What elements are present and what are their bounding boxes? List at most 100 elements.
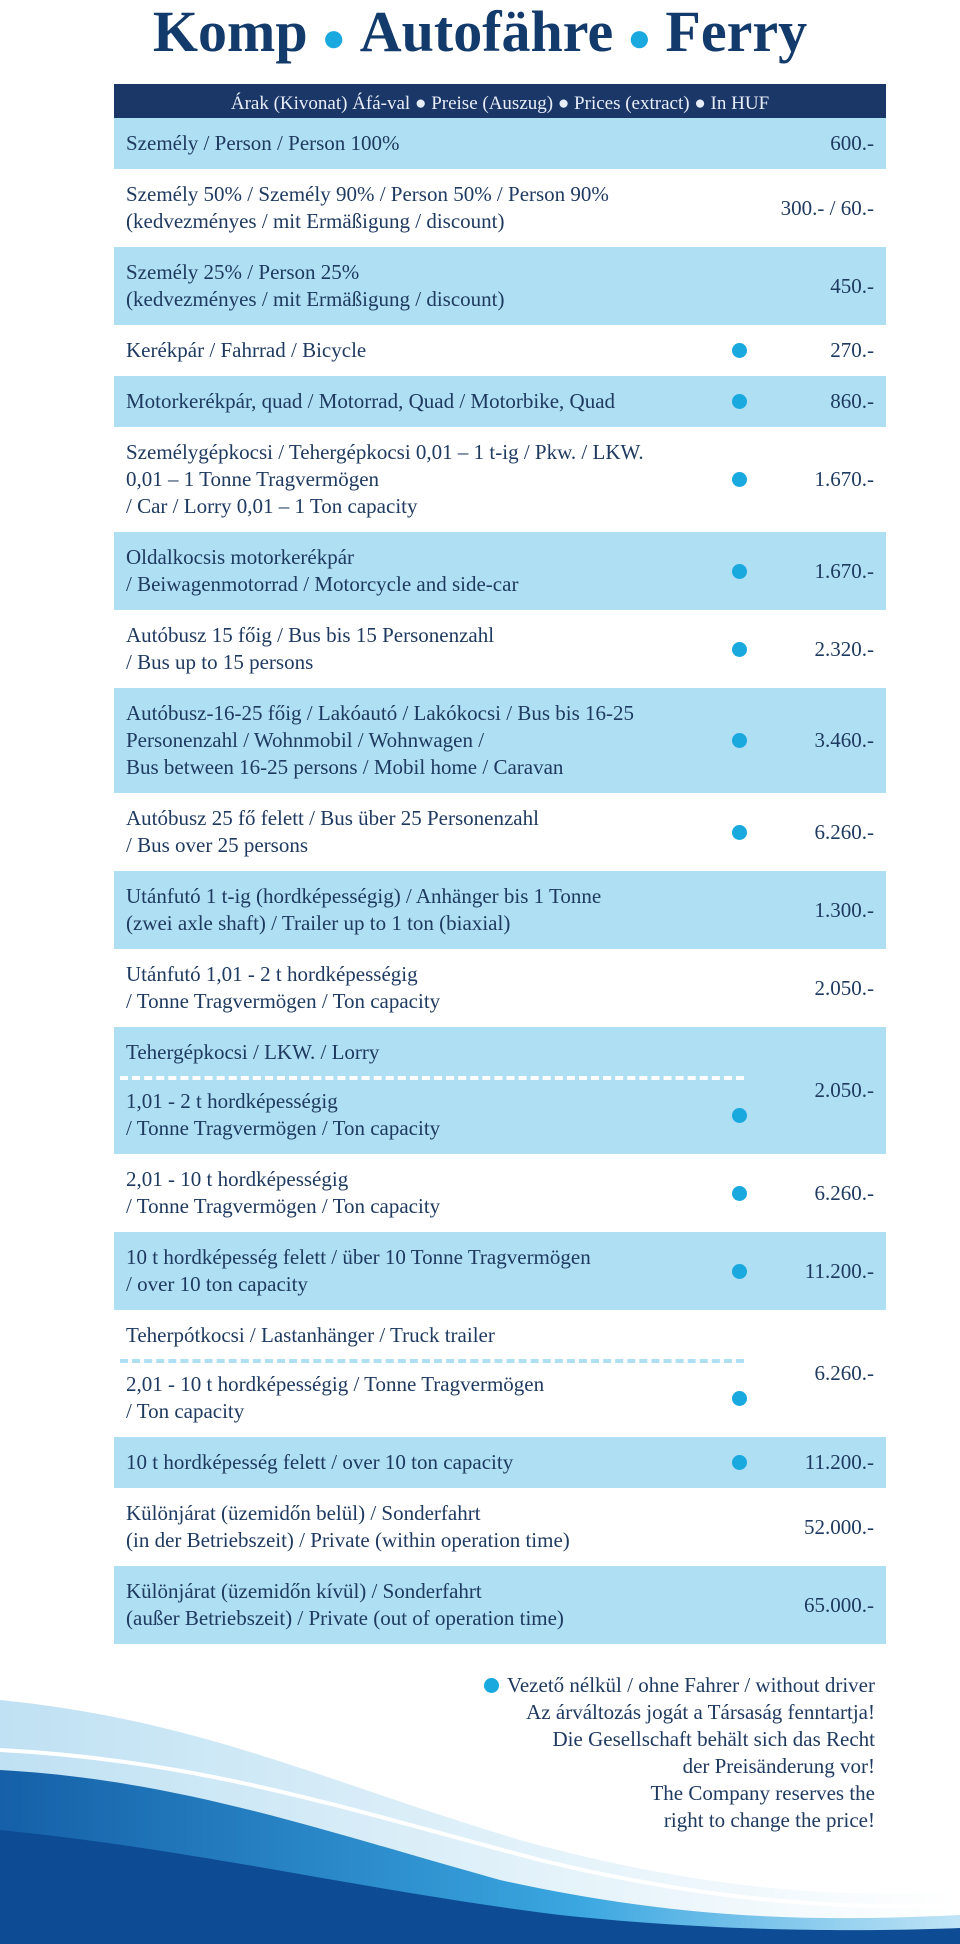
without-driver-marker: [731, 394, 747, 409]
without-driver-marker: [484, 1678, 500, 1693]
price: 3.460.-: [814, 728, 875, 752]
row-label: 2,01 - 10 t hordképességig / Tonne Tragv…: [114, 1371, 724, 1425]
row-label: Utánfutó 1 t-ig (hordképességig) / Anhän…: [114, 883, 724, 937]
row-sub: 2,01 - 10 t hordképességig / Tonne Tragv…: [114, 1371, 754, 1425]
footer-line: The Company reserves the: [650, 1781, 875, 1805]
marker-cell: [724, 1390, 754, 1406]
marker-cell: [724, 733, 754, 748]
without-driver-marker: [731, 472, 747, 487]
without-driver-marker: [731, 824, 747, 840]
price: 450.-: [830, 273, 874, 298]
row-sub: 1,01 - 2 t hordképességig / Tonne Tragver…: [114, 1088, 754, 1142]
table-row: Motorkerékpár, quad / Motorrad, Quad / M…: [114, 376, 886, 427]
label-line: Bus between 16-25 persons / Mobil home /…: [126, 755, 564, 779]
label-line: (außer Betriebszeit) / Private (out of o…: [126, 1606, 564, 1630]
label-line: (in der Betriebszeit) / Private (within …: [126, 1528, 570, 1552]
label-line: / Tonne Tragvermögen / Ton capacity: [126, 989, 441, 1013]
price: 270.-: [830, 338, 874, 362]
label-line: Személy / Person / Person 100%: [126, 131, 400, 155]
table-row: Személy 25% / Person 25% (kedvezményes / …: [114, 247, 886, 325]
price: 2.050.-: [814, 975, 875, 1000]
table-row: 2,01 - 10 t hordképességig / Tonne Tragve…: [114, 1154, 886, 1232]
price: 1.670.-: [814, 558, 875, 583]
row-group: Teherpótkocsi / Lastanhänger / Truck tra…: [114, 1322, 754, 1425]
price: 6.260.-: [814, 1361, 875, 1385]
table-row: Kerékpár / Fahrrad / Bicycle 270.-: [114, 325, 886, 376]
marker-cell: [724, 1455, 754, 1470]
marker-cell: [724, 343, 754, 358]
table-row: Utánfutó 1,01 - 2 t hordképességig / Tonn…: [114, 949, 886, 1027]
marker-cell: [724, 1185, 754, 1201]
marker-cell: [724, 641, 754, 657]
label-line: / Bus over 25 persons: [126, 833, 308, 857]
row-label: Személy 50% / Személy 90% / Person 50% /…: [114, 181, 724, 235]
title: Komp ● Autofähre ● Ferry: [0, 0, 960, 70]
price: 6.260.-: [814, 819, 875, 844]
without-driver-marker: [731, 343, 747, 358]
label-line: / Bus up to 15 persons: [126, 650, 314, 674]
label-line: Utánfutó 1,01 - 2 t hordképességig: [126, 962, 418, 986]
without-driver-marker: [731, 1455, 747, 1470]
row-heading: Tehergépkocsi / LKW. / Lorry: [114, 1039, 754, 1066]
row-group: Tehergépkocsi / LKW. / Lorry 1,01 - 2 t h…: [114, 1039, 754, 1142]
label-line: Autóbusz-16-25 főig / Lakóautó / Lakókoc…: [126, 701, 635, 725]
row-label: 10 t hordképesség felett / über 10 Tonne…: [114, 1244, 724, 1298]
row-label: Különjárat (üzemidőn kívül) / Sonderfahr…: [114, 1578, 724, 1632]
label-line: Motorkerékpár, quad / Motorrad, Quad / M…: [126, 389, 616, 413]
row-label: Különjárat (üzemidőn belül) / Sonderfahr…: [114, 1500, 724, 1554]
price: 300.- / 60.-: [780, 195, 874, 220]
label-line: Autóbusz 15 főig / Bus bis 15 Personenza…: [126, 623, 495, 647]
table-row: Autóbusz-16-25 főig / Lakóautó / Lakókoc…: [114, 688, 886, 793]
label-line: Különjárat (üzemidőn belül) / Sonderfahr…: [126, 1501, 481, 1525]
label-line: 1,01 - 2 t hordképességig: [126, 1089, 338, 1113]
footer-line: right to change the price!: [663, 1808, 875, 1832]
table-row: Különjárat (üzemidőn belül) / Sonderfahr…: [114, 1488, 886, 1566]
label-line: / Ton capacity: [126, 1399, 245, 1423]
row-label: Személy 25% / Person 25% (kedvezményes / …: [114, 259, 724, 313]
row-label: Motorkerékpár, quad / Motorrad, Quad / M…: [114, 388, 724, 415]
label-line: / Beiwagenmotorrad / Motorcycle and side…: [126, 572, 519, 596]
row-label: 1,01 - 2 t hordképességig / Tonne Tragver…: [114, 1088, 724, 1142]
label-line: (kedvezményes / mit Ermäßigung / discoun…: [126, 209, 505, 233]
label-line: / Car / Lorry 0,01 – 1 Ton capacity: [126, 494, 418, 518]
marker-cell: [724, 563, 754, 579]
footer-line: Vezető nélkül / ohne Fahrer / without dr…: [484, 1672, 875, 1699]
dashed-separator: [120, 1359, 744, 1363]
row-label: Oldalkocsis motorkerékpár / Beiwagenmotor…: [114, 544, 724, 598]
table-row: Autóbusz 25 fő felett / Bus über 25 Pers…: [114, 793, 886, 871]
price: 65.000.-: [804, 1592, 874, 1617]
label-line: 2,01 - 10 t hordképességig: [126, 1167, 349, 1191]
without-driver-marker: [731, 1107, 747, 1123]
without-driver-marker: [731, 1390, 747, 1406]
row-label: 2,01 - 10 t hordképességig / Tonne Tragve…: [114, 1166, 724, 1220]
dashed-separator: [120, 1076, 744, 1080]
footer-line: der Preisänderung vor!: [682, 1754, 875, 1778]
price: 2.050.-: [814, 1078, 875, 1102]
title-word: Autofähre: [359, 0, 614, 64]
without-driver-marker: [731, 563, 747, 579]
footer-notes: Vezető nélkül / ohne Fahrer / without dr…: [484, 1672, 875, 1834]
label-line: / Tonne Tragvermögen / Ton capacity: [126, 1194, 441, 1218]
table-row: Utánfutó 1 t-ig (hordképességig) / Anhän…: [114, 871, 886, 949]
label-line: 10 t hordképesség felett / über 10 Tonne…: [126, 1245, 591, 1269]
title-word: Ferry: [665, 0, 808, 64]
label-line: 10 t hordképesség felett / over 10 ton c…: [126, 1450, 514, 1474]
marker-cell: [724, 1107, 754, 1123]
row-label: Utánfutó 1,01 - 2 t hordképességig / Tonn…: [114, 961, 724, 1015]
label-line: Utánfutó 1 t-ig (hordképességig) / Anhän…: [126, 884, 602, 908]
label-line: Teherpótkocsi / Lastanhänger / Truck tra…: [126, 1323, 495, 1347]
price: 6.260.-: [814, 1180, 875, 1205]
table-row: 10 t hordképesség felett / over 10 ton c…: [114, 1437, 886, 1488]
marker-cell: [724, 1263, 754, 1279]
row-label: Autóbusz 25 fő felett / Bus über 25 Pers…: [114, 805, 724, 859]
row-label: Autóbusz 15 főig / Bus bis 15 Personenza…: [114, 622, 724, 676]
title-separator: ●: [321, 14, 346, 60]
footer-text: Vezető nélkül / ohne Fahrer / without dr…: [507, 1673, 875, 1697]
label-line: 2,01 - 10 t hordképességig / Tonne Tragv…: [126, 1372, 545, 1396]
without-driver-marker: [731, 733, 747, 748]
title-word: Komp: [152, 0, 308, 64]
footer-line: Die Gesellschaft behält sich das Recht: [552, 1727, 875, 1751]
price: 860.-: [830, 389, 874, 413]
row-heading: Teherpótkocsi / Lastanhänger / Truck tra…: [114, 1322, 754, 1349]
